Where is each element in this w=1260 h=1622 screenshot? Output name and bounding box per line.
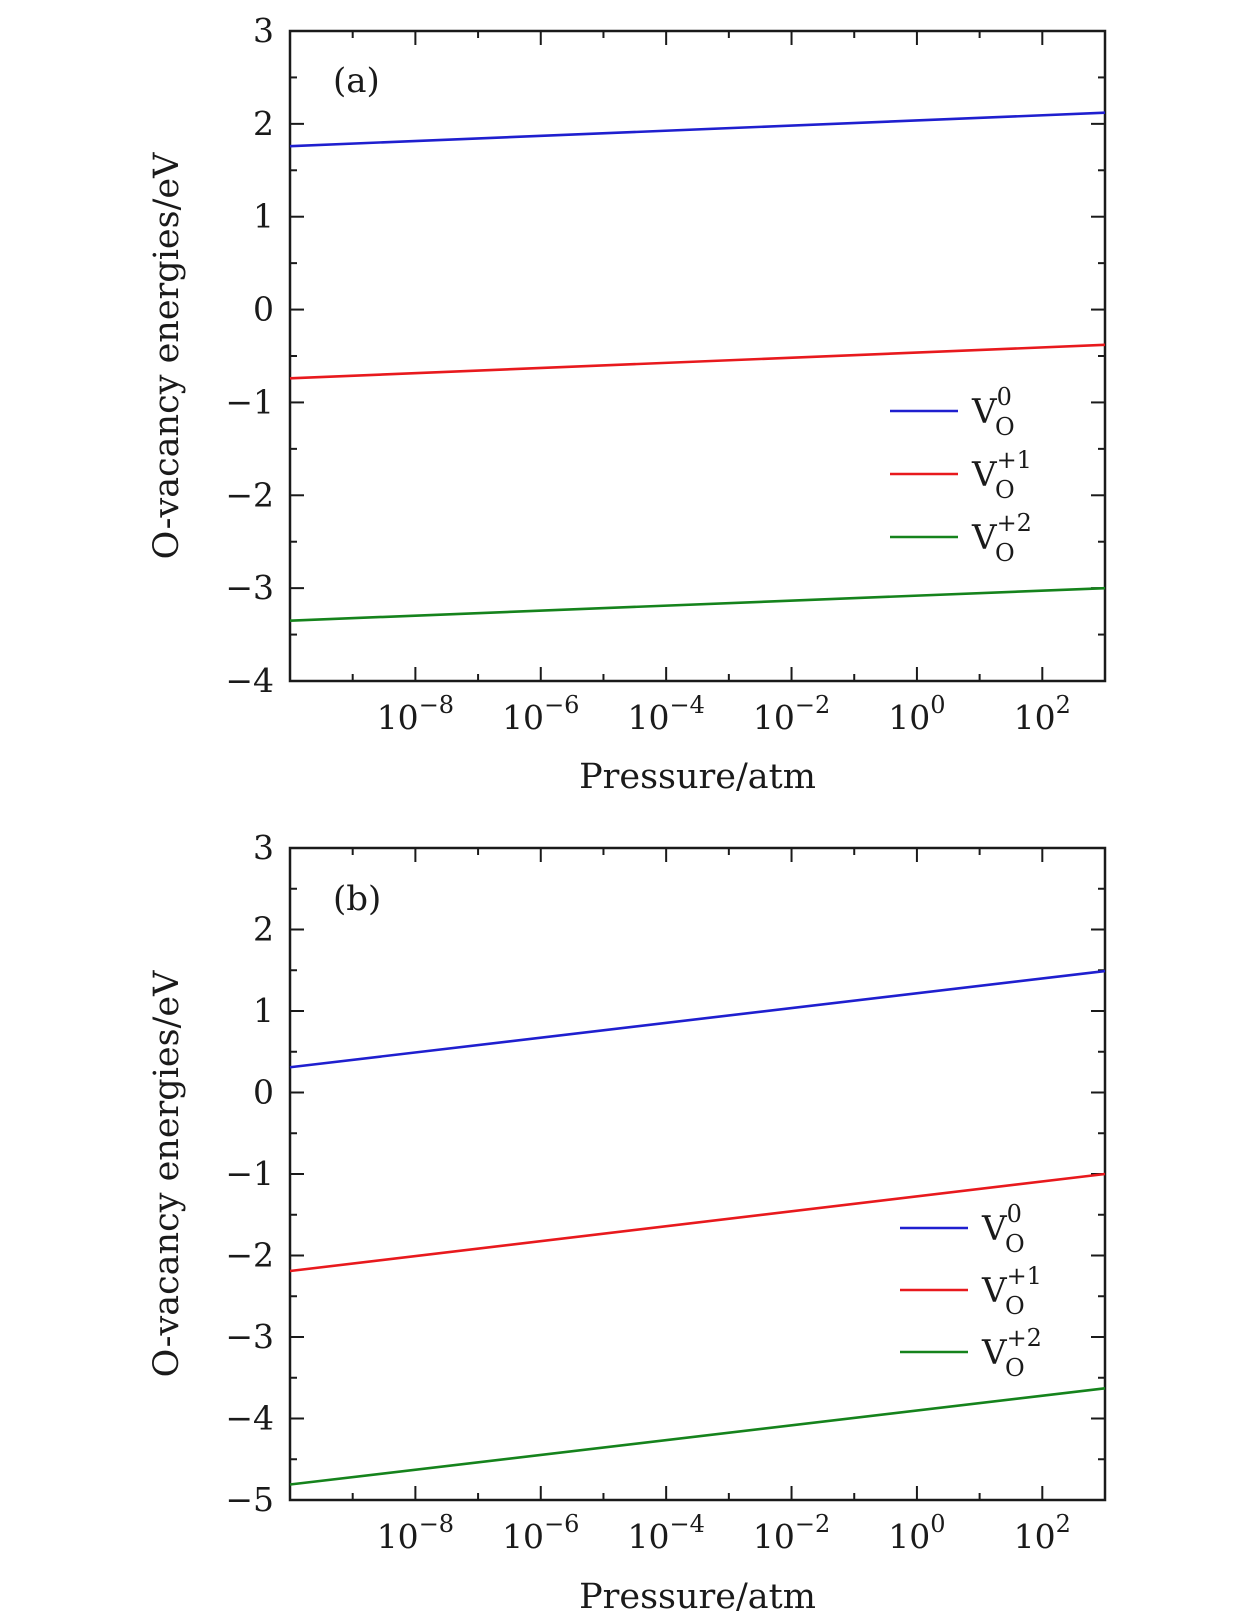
x-axis-label: Pressure/atm bbox=[579, 1577, 816, 1617]
y-tick-label: 2 bbox=[253, 910, 274, 949]
y-tick-label: 3 bbox=[253, 828, 274, 867]
y-tick-label: 0 bbox=[253, 1073, 274, 1112]
legend-entry: V+2 O bbox=[971, 509, 1032, 567]
x-tick-label: 102 bbox=[1014, 691, 1071, 737]
legend-entry: V0 O bbox=[971, 383, 1015, 441]
x-tick-label: 102 bbox=[1014, 1510, 1071, 1556]
panel-label: (b) bbox=[333, 879, 381, 919]
y-tick-label: −5 bbox=[225, 1480, 274, 1519]
x-axis-label: Pressure/atm bbox=[579, 757, 816, 797]
y-tick-label: −2 bbox=[225, 475, 274, 514]
x-tick-label: 10−8 bbox=[377, 691, 454, 737]
y-tick-label: −4 bbox=[225, 661, 274, 700]
x-tick-label: 100 bbox=[888, 1510, 945, 1556]
y-tick-label: −3 bbox=[225, 568, 274, 607]
x-tick-label: 10−8 bbox=[377, 1510, 454, 1556]
y-tick-label: 2 bbox=[253, 104, 274, 143]
panel-a: 3 2 1 0 −1 −2 −3 −4 10−8 10−6 10−4 10−2 100 102 Pressu… bbox=[147, 11, 1107, 797]
legend: V0 OV+1 OV+2 O bbox=[900, 1200, 1042, 1382]
x-tick-label: 10−2 bbox=[753, 1510, 830, 1556]
y-axis-label: O-vacancy energies/eV bbox=[147, 152, 187, 559]
series-line-0 bbox=[289, 969, 1106, 1069]
series-line-1 bbox=[289, 1172, 1106, 1273]
legend: V0 O V+1 OV+2 O bbox=[890, 383, 1032, 567]
y-tick-label: −3 bbox=[225, 1317, 274, 1356]
y-tick-label: 0 bbox=[253, 290, 274, 329]
series-line-2 bbox=[289, 586, 1106, 622]
x-tick-label: 10−6 bbox=[502, 691, 579, 737]
y-tick-label: −4 bbox=[225, 1399, 274, 1438]
series-line-1 bbox=[289, 343, 1106, 380]
y-axis-label: O-vacancy energies/eV bbox=[147, 970, 187, 1377]
x-tick-label: 10−4 bbox=[627, 691, 704, 737]
y-tick-label: 1 bbox=[253, 991, 274, 1030]
x-tick-label: 10−4 bbox=[627, 1510, 704, 1556]
legend-entry: V+1 O bbox=[971, 446, 1032, 504]
x-tick-label: 100 bbox=[888, 691, 945, 737]
y-tick-label: 1 bbox=[253, 197, 274, 236]
x-tick-label: 10−6 bbox=[502, 1510, 579, 1556]
y-tick-label: −1 bbox=[225, 1154, 274, 1193]
y-tick-label: 3 bbox=[253, 11, 274, 50]
series-line-0 bbox=[289, 111, 1106, 148]
panel-b: 3 2 1 0 −1 −2 −3 −4 −5 10−8 10−6 10−4 10−2 100 102 Pres… bbox=[147, 828, 1107, 1617]
y-tick-label: −1 bbox=[225, 382, 274, 421]
legend-entry: V+2 O bbox=[981, 1324, 1042, 1382]
series-line-2 bbox=[289, 1387, 1106, 1486]
legend-entry: V+1 O bbox=[981, 1262, 1042, 1320]
panel-label: (a) bbox=[333, 61, 380, 101]
legend-entry: V0 O bbox=[981, 1200, 1025, 1258]
x-tick-label: 10−2 bbox=[753, 691, 830, 737]
y-tick-label: −2 bbox=[225, 1236, 274, 1275]
